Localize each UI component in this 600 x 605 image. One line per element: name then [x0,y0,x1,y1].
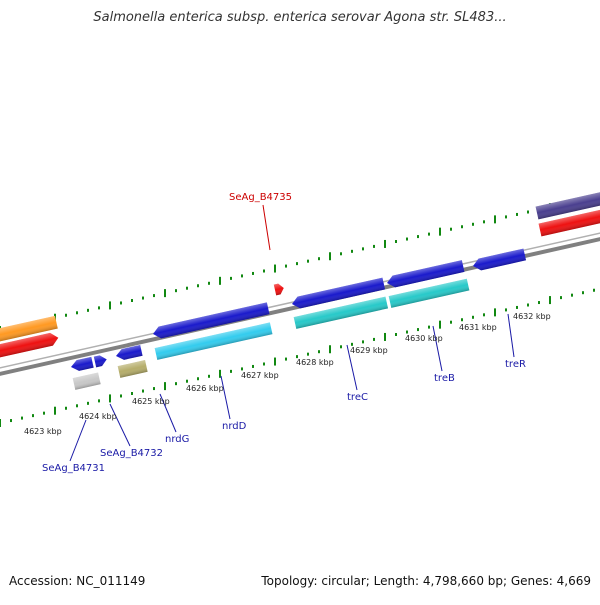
red-feature-left-shading [0,332,59,360]
feature-track [0,191,600,390]
pointer-treR [507,313,515,358]
cds-treR[interactable] [472,248,527,272]
cds-SeAg_B4735-shading [273,283,284,296]
gene-labels: SeAg_B4735 SeAg_B4731 SeAg_B4732 nrdG nr… [42,192,526,474]
cds-nrdD-shading [153,302,270,339]
gene-label-treB[interactable]: treB [434,373,455,384]
pointer-SeAg_B4732 [109,403,131,447]
upper-tick-track [0,195,595,334]
pointer-nrdD [220,375,231,420]
cds-treB[interactable] [386,260,465,289]
cds-nrdG-light-shading [154,322,273,360]
gene-label-nrdG[interactable]: nrdG [165,434,189,445]
cds-treC-cyan[interactable] [293,296,389,329]
cds-treB-cyan[interactable] [388,278,470,308]
purple-feature[interactable] [535,191,600,220]
khaki-feature-shading [117,360,148,378]
cds-SeAg_B4732[interactable] [115,344,143,361]
label-pointers [69,204,515,462]
purple-feature-shading [535,191,600,220]
kbp-label: 4631 kbp [459,323,497,332]
cds-nrdG-light[interactable] [154,322,273,360]
cds-treC-cyan-shading [293,296,389,329]
cds-treR-shading [473,248,527,271]
cds-treB-cyan-shading [388,278,470,308]
gene-label-SeAg_B4731[interactable]: SeAg_B4731 [42,463,105,474]
pointer-SeAg_B4735 [262,204,271,251]
pointer-SeAg_B4731 [69,419,87,462]
orange-feature-shading [0,315,58,344]
kbp-labels: 4623 kbp 4624 kbp 4625 kbp 4626 kbp 4627… [24,312,551,436]
kbp-label: 4630 kbp [405,334,443,343]
kbp-label: 4632 kbp [513,312,551,321]
cds-treC-shading [292,277,386,309]
gene-label-nrdD[interactable]: nrdD [222,421,247,432]
cds-treC[interactable] [291,277,386,310]
kbp-label: 4623 kbp [24,427,62,436]
gene-label-treR[interactable]: treR [505,359,526,370]
cds-SeAg_B4735[interactable] [273,283,285,296]
gene-label-SeAg_B4735[interactable]: SeAg_B4735 [229,192,292,203]
cds-SeAg_B4731-shading [71,356,94,371]
cds-nrdD[interactable] [152,302,270,339]
cds-small-left-shading [93,355,107,368]
pointer-treB [432,325,443,372]
gene-label-SeAg_B4732[interactable]: SeAg_B4732 [100,448,163,459]
cds-SeAg_B4732-shading [116,344,143,360]
kbp-label: 4626 kbp [186,384,224,393]
red-feature-right-shading [538,208,600,237]
page-title: Salmonella enterica subsp. enterica sero… [93,10,507,25]
orange-feature[interactable] [0,315,58,344]
kbp-label: 4624 kbp [79,412,117,421]
cds-small-left[interactable] [93,354,108,368]
kbp-label: 4629 kbp [350,346,388,355]
khaki-feature[interactable] [117,360,148,378]
grey-feature-shading [72,372,101,390]
pointer-nrdG [159,393,177,433]
lower-tick-track [0,288,595,427]
accession-label: Accession: NC_011149 [9,574,146,588]
genome-summary: Topology: circular; Length: 4,798,660 bp… [261,574,591,588]
red-feature-right[interactable] [538,208,600,237]
red-feature-left[interactable] [0,331,60,360]
kbp-label: 4628 kbp [296,358,334,367]
kbp-label: 4627 kbp [241,371,279,380]
cds-SeAg_B4731[interactable] [70,356,94,373]
gene-label-treC[interactable]: treC [347,392,368,403]
grey-feature[interactable] [72,372,101,390]
cds-treB-shading [387,260,465,288]
pointer-treC [346,344,358,391]
kbp-label: 4625 kbp [132,397,170,406]
